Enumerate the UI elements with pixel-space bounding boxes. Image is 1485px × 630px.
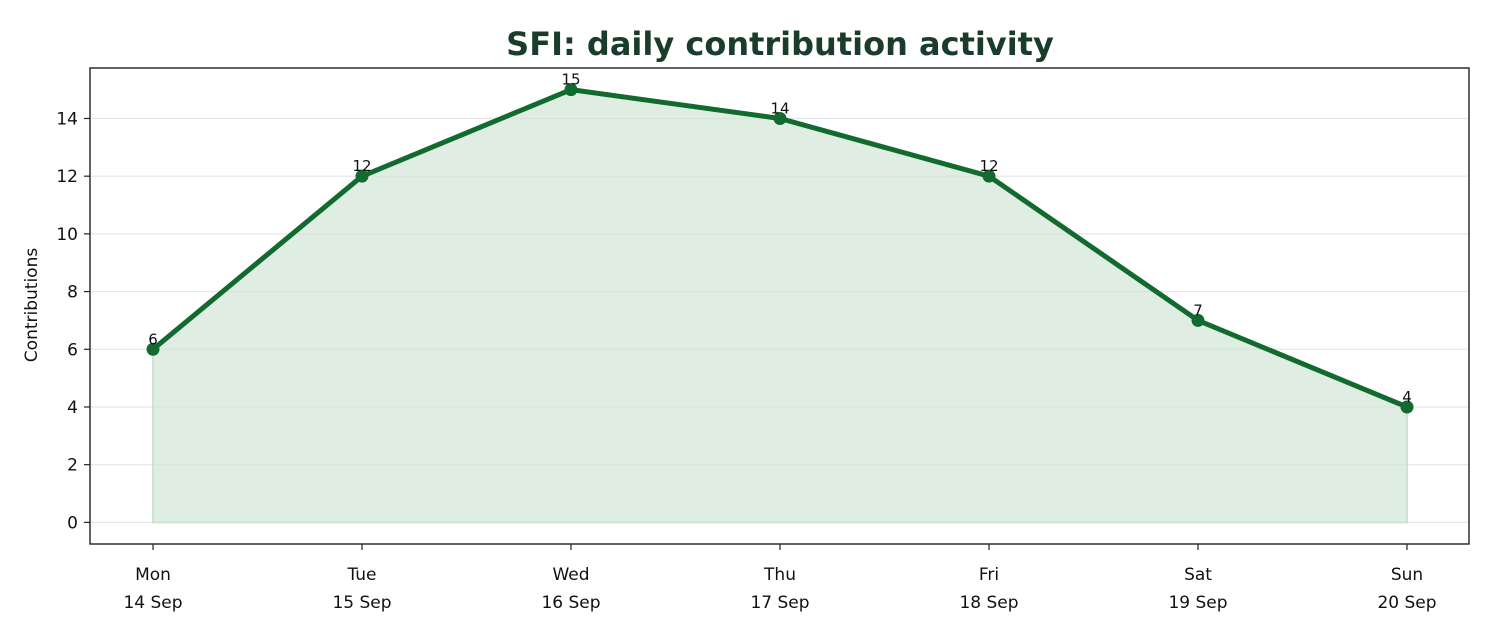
y-tick-label-0: 0 (67, 513, 78, 533)
data-label-3: 14 (770, 99, 789, 117)
points-layer (146, 83, 1414, 414)
data-point-5 (1191, 313, 1205, 327)
y-tick-label-10: 10 (56, 225, 78, 245)
data-point-0 (146, 342, 160, 356)
data-point-6 (1400, 400, 1414, 414)
y-tick-label-8: 8 (67, 283, 78, 303)
y-tick-label-14: 14 (56, 109, 78, 129)
data-label-4: 12 (979, 157, 998, 175)
data-label-1: 12 (352, 157, 371, 175)
data-point-4 (982, 169, 996, 183)
area-layer (152, 88, 1408, 524)
x-tick-label-2: Wed 16 Sep (541, 565, 600, 613)
x-tick-label-1: Tue 15 Sep (332, 565, 391, 613)
x-tick-label-6: Sun 20 Sep (1377, 565, 1436, 613)
chart-title: SFI: daily contribution activity (506, 25, 1054, 63)
data-label-6: 4 (1402, 388, 1412, 406)
data-point-3 (773, 111, 787, 125)
x-tick-label-4: Fri 18 Sep (959, 565, 1018, 613)
data-label-2: 15 (561, 71, 580, 89)
x-tick-label-5: Sat 19 Sep (1168, 565, 1227, 613)
y-tick-label-2: 2 (67, 456, 78, 476)
data-label-0: 6 (148, 330, 158, 348)
data-label-5: 7 (1193, 301, 1203, 319)
data-point-1 (355, 169, 369, 183)
x-axis: Mon 14 Sep Tue 15 Sep Wed 16 Sep Thu 17 Sep Fri 1… (123, 544, 1437, 613)
area-fill (152, 88, 1408, 524)
y-tick-label-12: 12 (56, 167, 78, 187)
x-tick-label-3: Thu 17 Sep (750, 565, 809, 613)
y-axis-label: Contributions (22, 248, 42, 363)
x-tick-label-0: Mon 14 Sep (123, 565, 182, 613)
y-tick-label-6: 6 (67, 340, 78, 360)
y-axis: 0 2 4 6 8 10 12 14 (56, 109, 90, 533)
data-point-2 (564, 83, 578, 97)
data-labels: 6 12 15 14 12 7 4 (148, 71, 1412, 406)
y-tick-label-4: 4 (67, 398, 78, 418)
